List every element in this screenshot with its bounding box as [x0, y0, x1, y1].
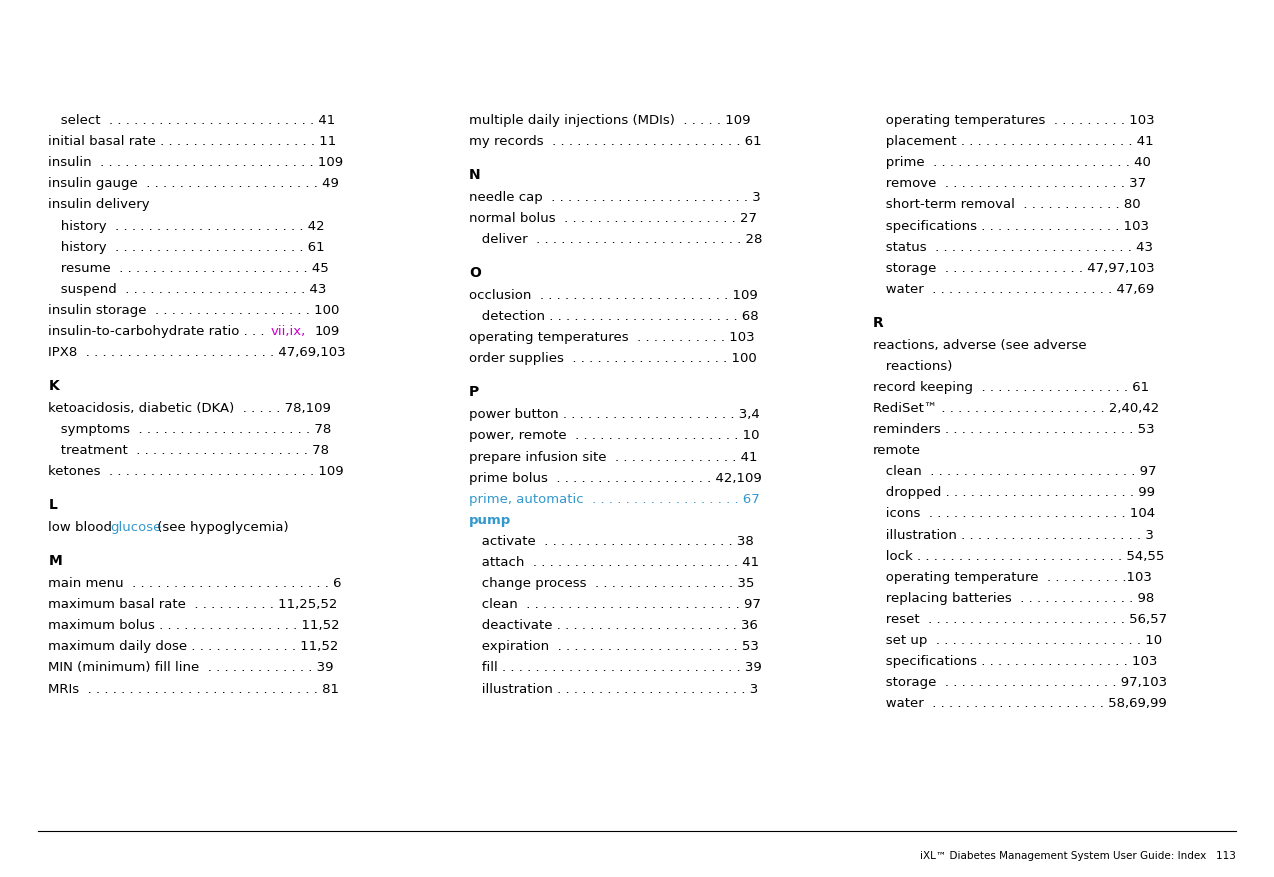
- Text: (see hypoglycemia): (see hypoglycemia): [153, 521, 289, 533]
- Text: needle cap  . . . . . . . . . . . . . . . . . . . . . . . . 3: needle cap . . . . . . . . . . . . . . .…: [469, 191, 761, 203]
- Text: activate  . . . . . . . . . . . . . . . . . . . . . . . 38: activate . . . . . . . . . . . . . . . .…: [469, 534, 754, 547]
- Text: power, remote  . . . . . . . . . . . . . . . . . . . . 10: power, remote . . . . . . . . . . . . . …: [469, 429, 759, 442]
- Text: Index: Index: [850, 26, 936, 54]
- Text: O: O: [469, 266, 480, 280]
- Text: placement . . . . . . . . . . . . . . . . . . . . . 41: placement . . . . . . . . . . . . . . . …: [873, 135, 1153, 148]
- Text: specifications . . . . . . . . . . . . . . . . . . 103: specifications . . . . . . . . . . . . .…: [873, 654, 1157, 667]
- Text: specifications . . . . . . . . . . . . . . . . . 103: specifications . . . . . . . . . . . . .…: [873, 219, 1149, 232]
- Text: low blood: low blood: [48, 521, 117, 533]
- Text: deactivate . . . . . . . . . . . . . . . . . . . . . . 36: deactivate . . . . . . . . . . . . . . .…: [469, 618, 758, 631]
- Text: remote: remote: [873, 444, 921, 457]
- Text: storage  . . . . . . . . . . . . . . . . . . . . . 97,103: storage . . . . . . . . . . . . . . . . …: [873, 675, 1167, 688]
- Text: insulin delivery: insulin delivery: [48, 198, 150, 211]
- Text: my records  . . . . . . . . . . . . . . . . . . . . . . . 61: my records . . . . . . . . . . . . . . .…: [469, 135, 762, 148]
- Text: status  . . . . . . . . . . . . . . . . . . . . . . . . 43: status . . . . . . . . . . . . . . . . .…: [873, 240, 1153, 253]
- Text: detection . . . . . . . . . . . . . . . . . . . . . . . 68: detection . . . . . . . . . . . . . . . …: [469, 310, 758, 323]
- Text: change process  . . . . . . . . . . . . . . . . . 35: change process . . . . . . . . . . . . .…: [469, 576, 754, 589]
- Text: glucose: glucose: [110, 521, 162, 533]
- Text: reactions): reactions): [873, 360, 952, 373]
- Text: history  . . . . . . . . . . . . . . . . . . . . . . . 61: history . . . . . . . . . . . . . . . . …: [48, 240, 325, 253]
- Text: maximum basal rate  . . . . . . . . . . 11,25,52: maximum basal rate . . . . . . . . . . 1…: [48, 597, 338, 610]
- Text: multiple daily injections (MDIs)  . . . . . 109: multiple daily injections (MDIs) . . . .…: [469, 114, 750, 127]
- Text: RediSet™ . . . . . . . . . . . . . . . . . . . . 2,40,42: RediSet™ . . . . . . . . . . . . . . . .…: [873, 402, 1159, 415]
- Text: L: L: [48, 497, 57, 511]
- Text: R: R: [873, 315, 883, 329]
- Text: clean  . . . . . . . . . . . . . . . . . . . . . . . . . 97: clean . . . . . . . . . . . . . . . . . …: [873, 465, 1157, 478]
- Text: occlusion  . . . . . . . . . . . . . . . . . . . . . . . 109: occlusion . . . . . . . . . . . . . . . …: [469, 289, 758, 302]
- Text: deliver  . . . . . . . . . . . . . . . . . . . . . . . . . 28: deliver . . . . . . . . . . . . . . . . …: [469, 233, 762, 246]
- Text: water  . . . . . . . . . . . . . . . . . . . . . 58,69,99: water . . . . . . . . . . . . . . . . . …: [873, 696, 1167, 709]
- Text: ketoacidosis, diabetic (DKA)  . . . . . 78,109: ketoacidosis, diabetic (DKA) . . . . . 7…: [48, 402, 331, 415]
- Text: illustration . . . . . . . . . . . . . . . . . . . . . . . 3: illustration . . . . . . . . . . . . . .…: [469, 681, 758, 695]
- Text: MIN (minimum) fill line  . . . . . . . . . . . . . 39: MIN (minimum) fill line . . . . . . . . …: [48, 660, 334, 674]
- Text: select  . . . . . . . . . . . . . . . . . . . . . . . . . 41: select . . . . . . . . . . . . . . . . .…: [48, 114, 335, 127]
- Text: prepare infusion site  . . . . . . . . . . . . . . . 41: prepare infusion site . . . . . . . . . …: [469, 450, 757, 463]
- Text: order supplies  . . . . . . . . . . . . . . . . . . . 100: order supplies . . . . . . . . . . . . .…: [469, 352, 757, 365]
- Text: suspend  . . . . . . . . . . . . . . . . . . . . . . 43: suspend . . . . . . . . . . . . . . . . …: [48, 282, 327, 296]
- Text: P: P: [469, 385, 479, 399]
- Text: pump: pump: [469, 513, 511, 526]
- Text: treatment  . . . . . . . . . . . . . . . . . . . . . 78: treatment . . . . . . . . . . . . . . . …: [48, 444, 330, 457]
- Text: dropped . . . . . . . . . . . . . . . . . . . . . . . 99: dropped . . . . . . . . . . . . . . . . …: [873, 486, 1154, 499]
- Text: operating temperature  . . . . . . . . . .103: operating temperature . . . . . . . . . …: [873, 570, 1152, 583]
- Text: reminders . . . . . . . . . . . . . . . . . . . . . . . 53: reminders . . . . . . . . . . . . . . . …: [873, 423, 1154, 436]
- Text: prime  . . . . . . . . . . . . . . . . . . . . . . . . 40: prime . . . . . . . . . . . . . . . . . …: [873, 156, 1150, 169]
- Text: expiration  . . . . . . . . . . . . . . . . . . . . . . 53: expiration . . . . . . . . . . . . . . .…: [469, 639, 759, 652]
- Text: power button . . . . . . . . . . . . . . . . . . . . . 3,4: power button . . . . . . . . . . . . . .…: [469, 408, 759, 421]
- Text: MRIs  . . . . . . . . . . . . . . . . . . . . . . . . . . . . 81: MRIs . . . . . . . . . . . . . . . . . .…: [48, 681, 339, 695]
- Text: insulin gauge  . . . . . . . . . . . . . . . . . . . . . 49: insulin gauge . . . . . . . . . . . . . …: [48, 177, 339, 190]
- Text: clean  . . . . . . . . . . . . . . . . . . . . . . . . . . 97: clean . . . . . . . . . . . . . . . . . …: [469, 597, 761, 610]
- Text: normal bolus  . . . . . . . . . . . . . . . . . . . . . 27: normal bolus . . . . . . . . . . . . . .…: [469, 212, 757, 225]
- Text: N: N: [469, 168, 480, 182]
- Text: vii,ix,: vii,ix,: [271, 324, 306, 338]
- Text: reset  . . . . . . . . . . . . . . . . . . . . . . . . 56,57: reset . . . . . . . . . . . . . . . . . …: [873, 612, 1167, 625]
- Text: lock . . . . . . . . . . . . . . . . . . . . . . . . . 54,55: lock . . . . . . . . . . . . . . . . . .…: [873, 549, 1164, 562]
- Text: storage  . . . . . . . . . . . . . . . . . 47,97,103: storage . . . . . . . . . . . . . . . . …: [873, 261, 1154, 275]
- Text: short-term removal  . . . . . . . . . . . . 80: short-term removal . . . . . . . . . . .…: [873, 198, 1140, 211]
- Text: iXL™ Diabetes Management System User Guide: Index   113: iXL™ Diabetes Management System User Gui…: [920, 851, 1236, 860]
- Text: insulin storage  . . . . . . . . . . . . . . . . . . . 100: insulin storage . . . . . . . . . . . . …: [48, 303, 340, 317]
- Text: resume  . . . . . . . . . . . . . . . . . . . . . . . 45: resume . . . . . . . . . . . . . . . . .…: [48, 261, 329, 275]
- Text: reactions, adverse (see adverse: reactions, adverse (see adverse: [873, 339, 1087, 352]
- Text: illustration . . . . . . . . . . . . . . . . . . . . . . 3: illustration . . . . . . . . . . . . . .…: [873, 528, 1153, 541]
- Text: prime, automatic  . . . . . . . . . . . . . . . . . . 67: prime, automatic . . . . . . . . . . . .…: [469, 492, 759, 505]
- Text: 109: 109: [315, 324, 339, 338]
- Text: M: M: [48, 553, 62, 567]
- Text: symptoms  . . . . . . . . . . . . . . . . . . . . . 78: symptoms . . . . . . . . . . . . . . . .…: [48, 423, 331, 436]
- Text: replacing batteries  . . . . . . . . . . . . . . 98: replacing batteries . . . . . . . . . . …: [873, 591, 1154, 604]
- Text: K: K: [48, 378, 59, 392]
- Text: remove  . . . . . . . . . . . . . . . . . . . . . . 37: remove . . . . . . . . . . . . . . . . .…: [873, 177, 1145, 190]
- Text: ketones  . . . . . . . . . . . . . . . . . . . . . . . . . 109: ketones . . . . . . . . . . . . . . . . …: [48, 465, 344, 478]
- Text: insulin-to-carbohydrate ratio . . .: insulin-to-carbohydrate ratio . . .: [48, 324, 269, 338]
- Text: prime bolus  . . . . . . . . . . . . . . . . . . . 42,109: prime bolus . . . . . . . . . . . . . . …: [469, 471, 762, 484]
- Text: maximum bolus . . . . . . . . . . . . . . . . . 11,52: maximum bolus . . . . . . . . . . . . . …: [48, 618, 340, 631]
- Text: water  . . . . . . . . . . . . . . . . . . . . . . 47,69: water . . . . . . . . . . . . . . . . . …: [873, 282, 1154, 296]
- Text: initial basal rate . . . . . . . . . . . . . . . . . . . 11: initial basal rate . . . . . . . . . . .…: [48, 135, 336, 148]
- Text: set up  . . . . . . . . . . . . . . . . . . . . . . . . . 10: set up . . . . . . . . . . . . . . . . .…: [873, 633, 1162, 646]
- Text: operating temperatures  . . . . . . . . . 103: operating temperatures . . . . . . . . .…: [873, 114, 1154, 127]
- Text: history  . . . . . . . . . . . . . . . . . . . . . . . 42: history . . . . . . . . . . . . . . . . …: [48, 219, 325, 232]
- Text: main menu  . . . . . . . . . . . . . . . . . . . . . . . . 6: main menu . . . . . . . . . . . . . . . …: [48, 576, 341, 589]
- Text: IPX8  . . . . . . . . . . . . . . . . . . . . . . . 47,69,103: IPX8 . . . . . . . . . . . . . . . . . .…: [48, 346, 347, 359]
- Text: insulin  . . . . . . . . . . . . . . . . . . . . . . . . . . 109: insulin . . . . . . . . . . . . . . . . …: [48, 156, 344, 169]
- Text: maximum daily dose . . . . . . . . . . . . . 11,52: maximum daily dose . . . . . . . . . . .…: [48, 639, 339, 652]
- Text: operating temperatures  . . . . . . . . . . . 103: operating temperatures . . . . . . . . .…: [469, 331, 754, 344]
- Text: fill . . . . . . . . . . . . . . . . . . . . . . . . . . . . . 39: fill . . . . . . . . . . . . . . . . . .…: [469, 660, 762, 674]
- Text: attach  . . . . . . . . . . . . . . . . . . . . . . . . . 41: attach . . . . . . . . . . . . . . . . .…: [469, 555, 759, 568]
- Text: record keeping  . . . . . . . . . . . . . . . . . . 61: record keeping . . . . . . . . . . . . .…: [873, 381, 1149, 394]
- Text: icons  . . . . . . . . . . . . . . . . . . . . . . . . 104: icons . . . . . . . . . . . . . . . . . …: [873, 507, 1154, 520]
